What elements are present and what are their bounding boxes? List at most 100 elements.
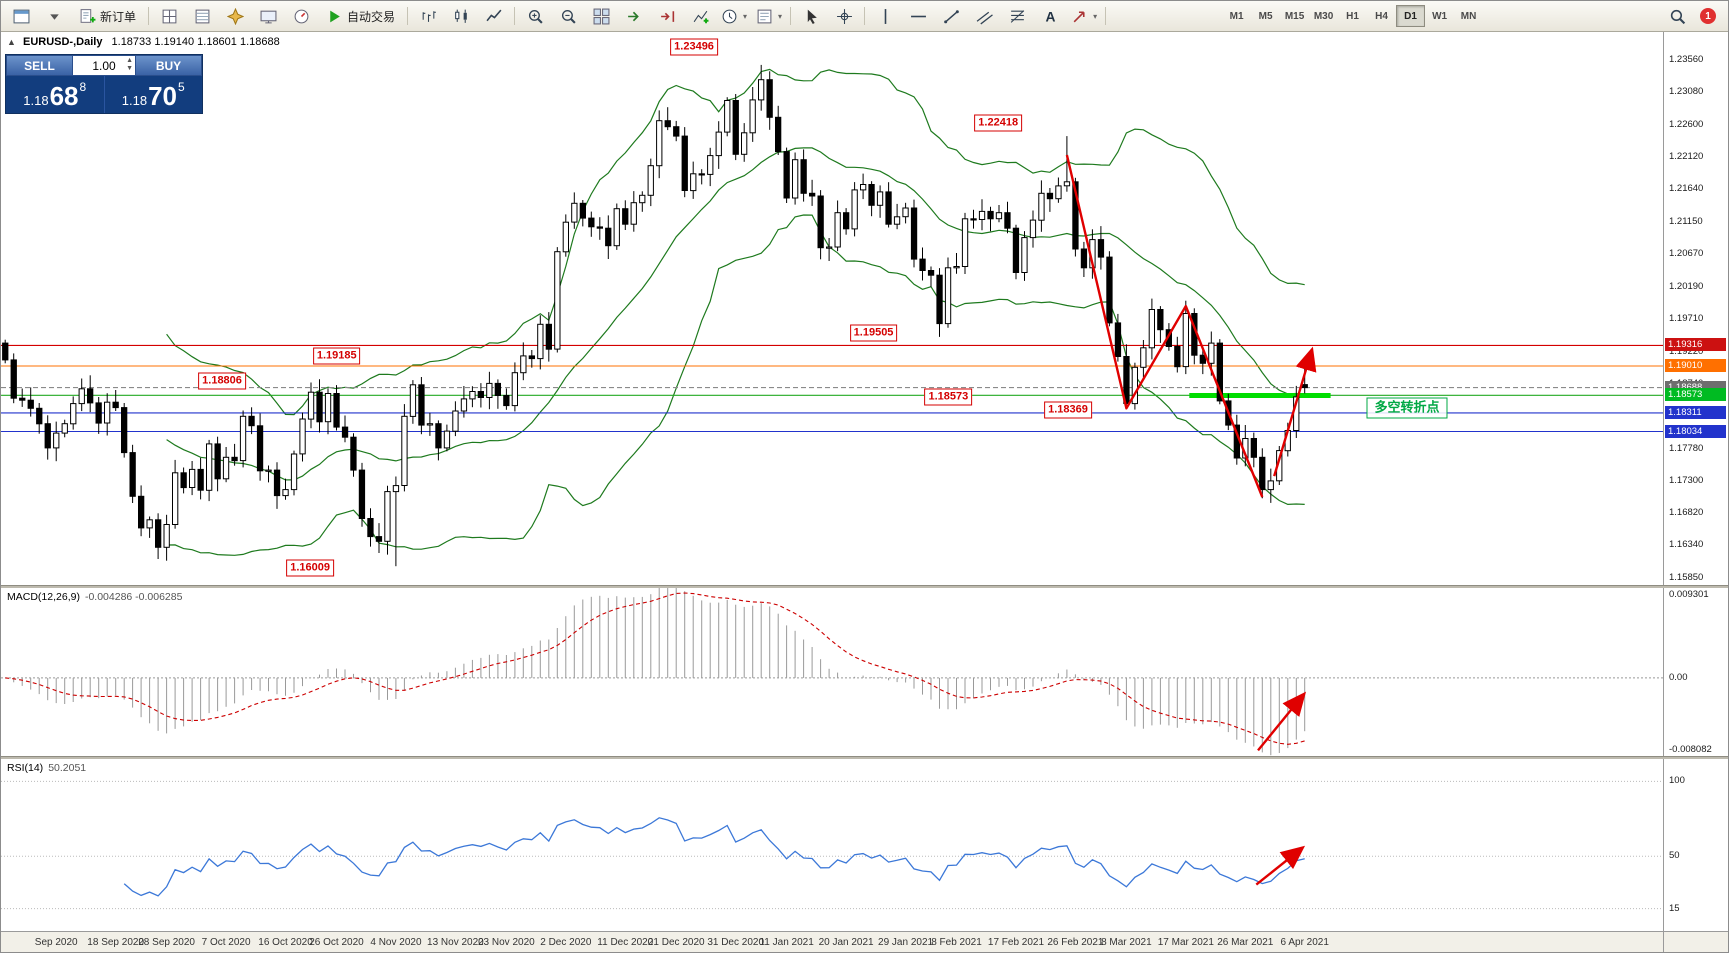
- timeframe-m1[interactable]: M1: [1229, 10, 1244, 22]
- strategy-tester-button[interactable]: [285, 4, 317, 28]
- navigator-icon: [226, 7, 244, 25]
- price-chart-canvas[interactable]: [1, 32, 1663, 585]
- zoomout-icon: [560, 8, 577, 25]
- timeframe-m15[interactable]: M15: [1284, 10, 1305, 22]
- price-label[interactable]: 1.23496: [670, 38, 718, 56]
- candles-layer[interactable]: [2, 64, 1308, 567]
- time-axis-labels[interactable]: Sep 2020 18 Sep 2020 28 Sep 2020 7 Oct 2020…: [1, 932, 1663, 952]
- templates-dropdown[interactable]: ▾: [752, 4, 786, 28]
- price-label[interactable]: 1.18806: [198, 372, 246, 390]
- fibonacci-button[interactable]: [1001, 4, 1033, 28]
- crosshair-button[interactable]: [828, 4, 860, 28]
- trendline-button[interactable]: [935, 4, 967, 28]
- autotrade-button[interactable]: 自动交易: [318, 4, 403, 28]
- date-label: 11 Jan 2021: [759, 937, 814, 948]
- vertical-line-button[interactable]: [869, 4, 901, 28]
- zoom-in-button[interactable]: [519, 4, 551, 28]
- price-label[interactable]: 1.16009: [286, 559, 335, 577]
- pane-splitter[interactable]: [1, 756, 1728, 759]
- candle-chart-button[interactable]: [445, 4, 477, 28]
- rsi-canvas[interactable]: [1, 759, 1663, 931]
- rsi-arrow-up[interactable]: [1255, 845, 1306, 886]
- volume-spinner[interactable]: ▲ ▼: [126, 57, 133, 73]
- date-label: Sep 2020: [34, 937, 78, 948]
- rsi-axis[interactable]: 100 50 15: [1663, 759, 1728, 931]
- date-label: 4 Nov 2020: [370, 937, 422, 948]
- pane-splitter[interactable]: [1, 585, 1728, 588]
- macd-canvas[interactable]: [1, 588, 1663, 756]
- toolbar-right-group: 1: [1661, 4, 1724, 28]
- price-label[interactable]: 1.19505: [849, 324, 898, 342]
- annotation-turning-point[interactable]: 多空转折点: [1366, 397, 1448, 419]
- sell-price[interactable]: 1.18 68 8: [6, 76, 104, 113]
- price-label[interactable]: 1.22418: [974, 114, 1023, 132]
- notification-badge[interactable]: 1: [1700, 8, 1716, 24]
- new-order-button[interactable]: 新订单: [71, 4, 144, 28]
- market-watch-button[interactable]: [153, 4, 185, 28]
- buy-price[interactable]: 1.18 70 5: [103, 76, 203, 113]
- volume-input[interactable]: 1.00 ▲ ▼: [73, 55, 135, 76]
- navigator-button[interactable]: [219, 4, 251, 28]
- macd-axis[interactable]: 0.009301 0.00 -0.008082: [1663, 588, 1728, 756]
- buy-button[interactable]: BUY: [135, 55, 202, 76]
- text-icon: A: [1042, 8, 1059, 25]
- price-label[interactable]: 1.18573: [924, 388, 973, 406]
- timeframe-m30[interactable]: M30: [1313, 10, 1334, 22]
- auto-scroll-button[interactable]: [618, 4, 650, 28]
- zoom-out-button[interactable]: [552, 4, 584, 28]
- data-window-button[interactable]: [186, 4, 218, 28]
- channel-button[interactable]: [968, 4, 1000, 28]
- macd-chart[interactable]: MACD(12,26,9) -0.004286 -0.006285: [1, 588, 1663, 756]
- sell-button[interactable]: SELL: [6, 55, 73, 76]
- price-tick: 1.16820: [1669, 507, 1704, 519]
- fibo-icon: [1009, 8, 1026, 25]
- price-label[interactable]: 1.18369: [1044, 401, 1092, 419]
- price-label[interactable]: 1.19185: [312, 347, 361, 365]
- support-zone-line[interactable]: [1189, 393, 1331, 398]
- oneclick-collapse-icon[interactable]: ▲: [7, 37, 16, 47]
- price-tick: 1.17300: [1669, 474, 1704, 486]
- rsi-pane: RSI(14) 50.2051 100 50 15: [1, 759, 1728, 931]
- horizontal-line-button[interactable]: [902, 4, 934, 28]
- arrows-dropdown[interactable]: ▾: [1067, 4, 1101, 28]
- terminal-button[interactable]: [252, 4, 284, 28]
- timeframe-d1[interactable]: D1: [1396, 5, 1426, 27]
- rsi-tick: 15: [1669, 902, 1680, 914]
- volume-value: 1.00: [92, 58, 116, 73]
- date-label: 17 Feb 2021: [987, 937, 1045, 948]
- datawin-icon: [194, 8, 211, 25]
- spinner-down-icon[interactable]: ▼: [126, 65, 133, 72]
- chart-window-button[interactable]: [5, 4, 37, 28]
- time-axis[interactable]: Sep 2020 18 Sep 2020 28 Sep 2020 7 Oct 2020…: [1, 931, 1728, 952]
- chart-shift-button[interactable]: [651, 4, 683, 28]
- cursor-button[interactable]: [795, 4, 827, 28]
- timeframe-mn[interactable]: MN: [1460, 10, 1477, 22]
- indplus-icon: [692, 8, 709, 25]
- vline-icon: [877, 8, 894, 25]
- horizontal-levels[interactable]: [1, 344, 1663, 433]
- timeframe-w1[interactable]: W1: [1432, 10, 1448, 22]
- macd-arrow-up[interactable]: [1257, 691, 1307, 752]
- buy-price-base: 1.18: [121, 93, 148, 108]
- price-chart[interactable]: ▲ EURUSD-,Daily 1.18733 1.19140 1.18601 …: [1, 32, 1663, 585]
- timeframe-h4[interactable]: H4: [1375, 10, 1388, 22]
- bar-chart-button[interactable]: [412, 4, 444, 28]
- spinner-up-icon[interactable]: ▲: [126, 57, 133, 64]
- date-label: 2 Dec 2020: [540, 937, 592, 948]
- timeframe-m5[interactable]: M5: [1258, 10, 1273, 22]
- periods-dropdown[interactable]: ▾: [717, 4, 751, 28]
- search-button[interactable]: [1661, 4, 1693, 28]
- toolbar-separator: [790, 7, 792, 25]
- trend-arrow-up[interactable]: [1273, 346, 1317, 477]
- trend-zigzag[interactable]: [1065, 154, 1264, 498]
- rsi-chart[interactable]: RSI(14) 50.2051: [1, 759, 1663, 931]
- profiles-dropdown[interactable]: [38, 4, 70, 28]
- rsi-line: [123, 817, 1305, 897]
- line-chart-button[interactable]: [478, 4, 510, 28]
- tile-windows-button[interactable]: [585, 4, 617, 28]
- text-button[interactable]: A: [1034, 4, 1066, 28]
- indicators-button[interactable]: [684, 4, 716, 28]
- timeframe-h1[interactable]: H1: [1346, 10, 1359, 22]
- macd-tick: 0.009301: [1669, 589, 1709, 600]
- price-axis[interactable]: 1.23560 1.23080 1.22600 1.22120 1.21640 1.211…: [1663, 32, 1728, 585]
